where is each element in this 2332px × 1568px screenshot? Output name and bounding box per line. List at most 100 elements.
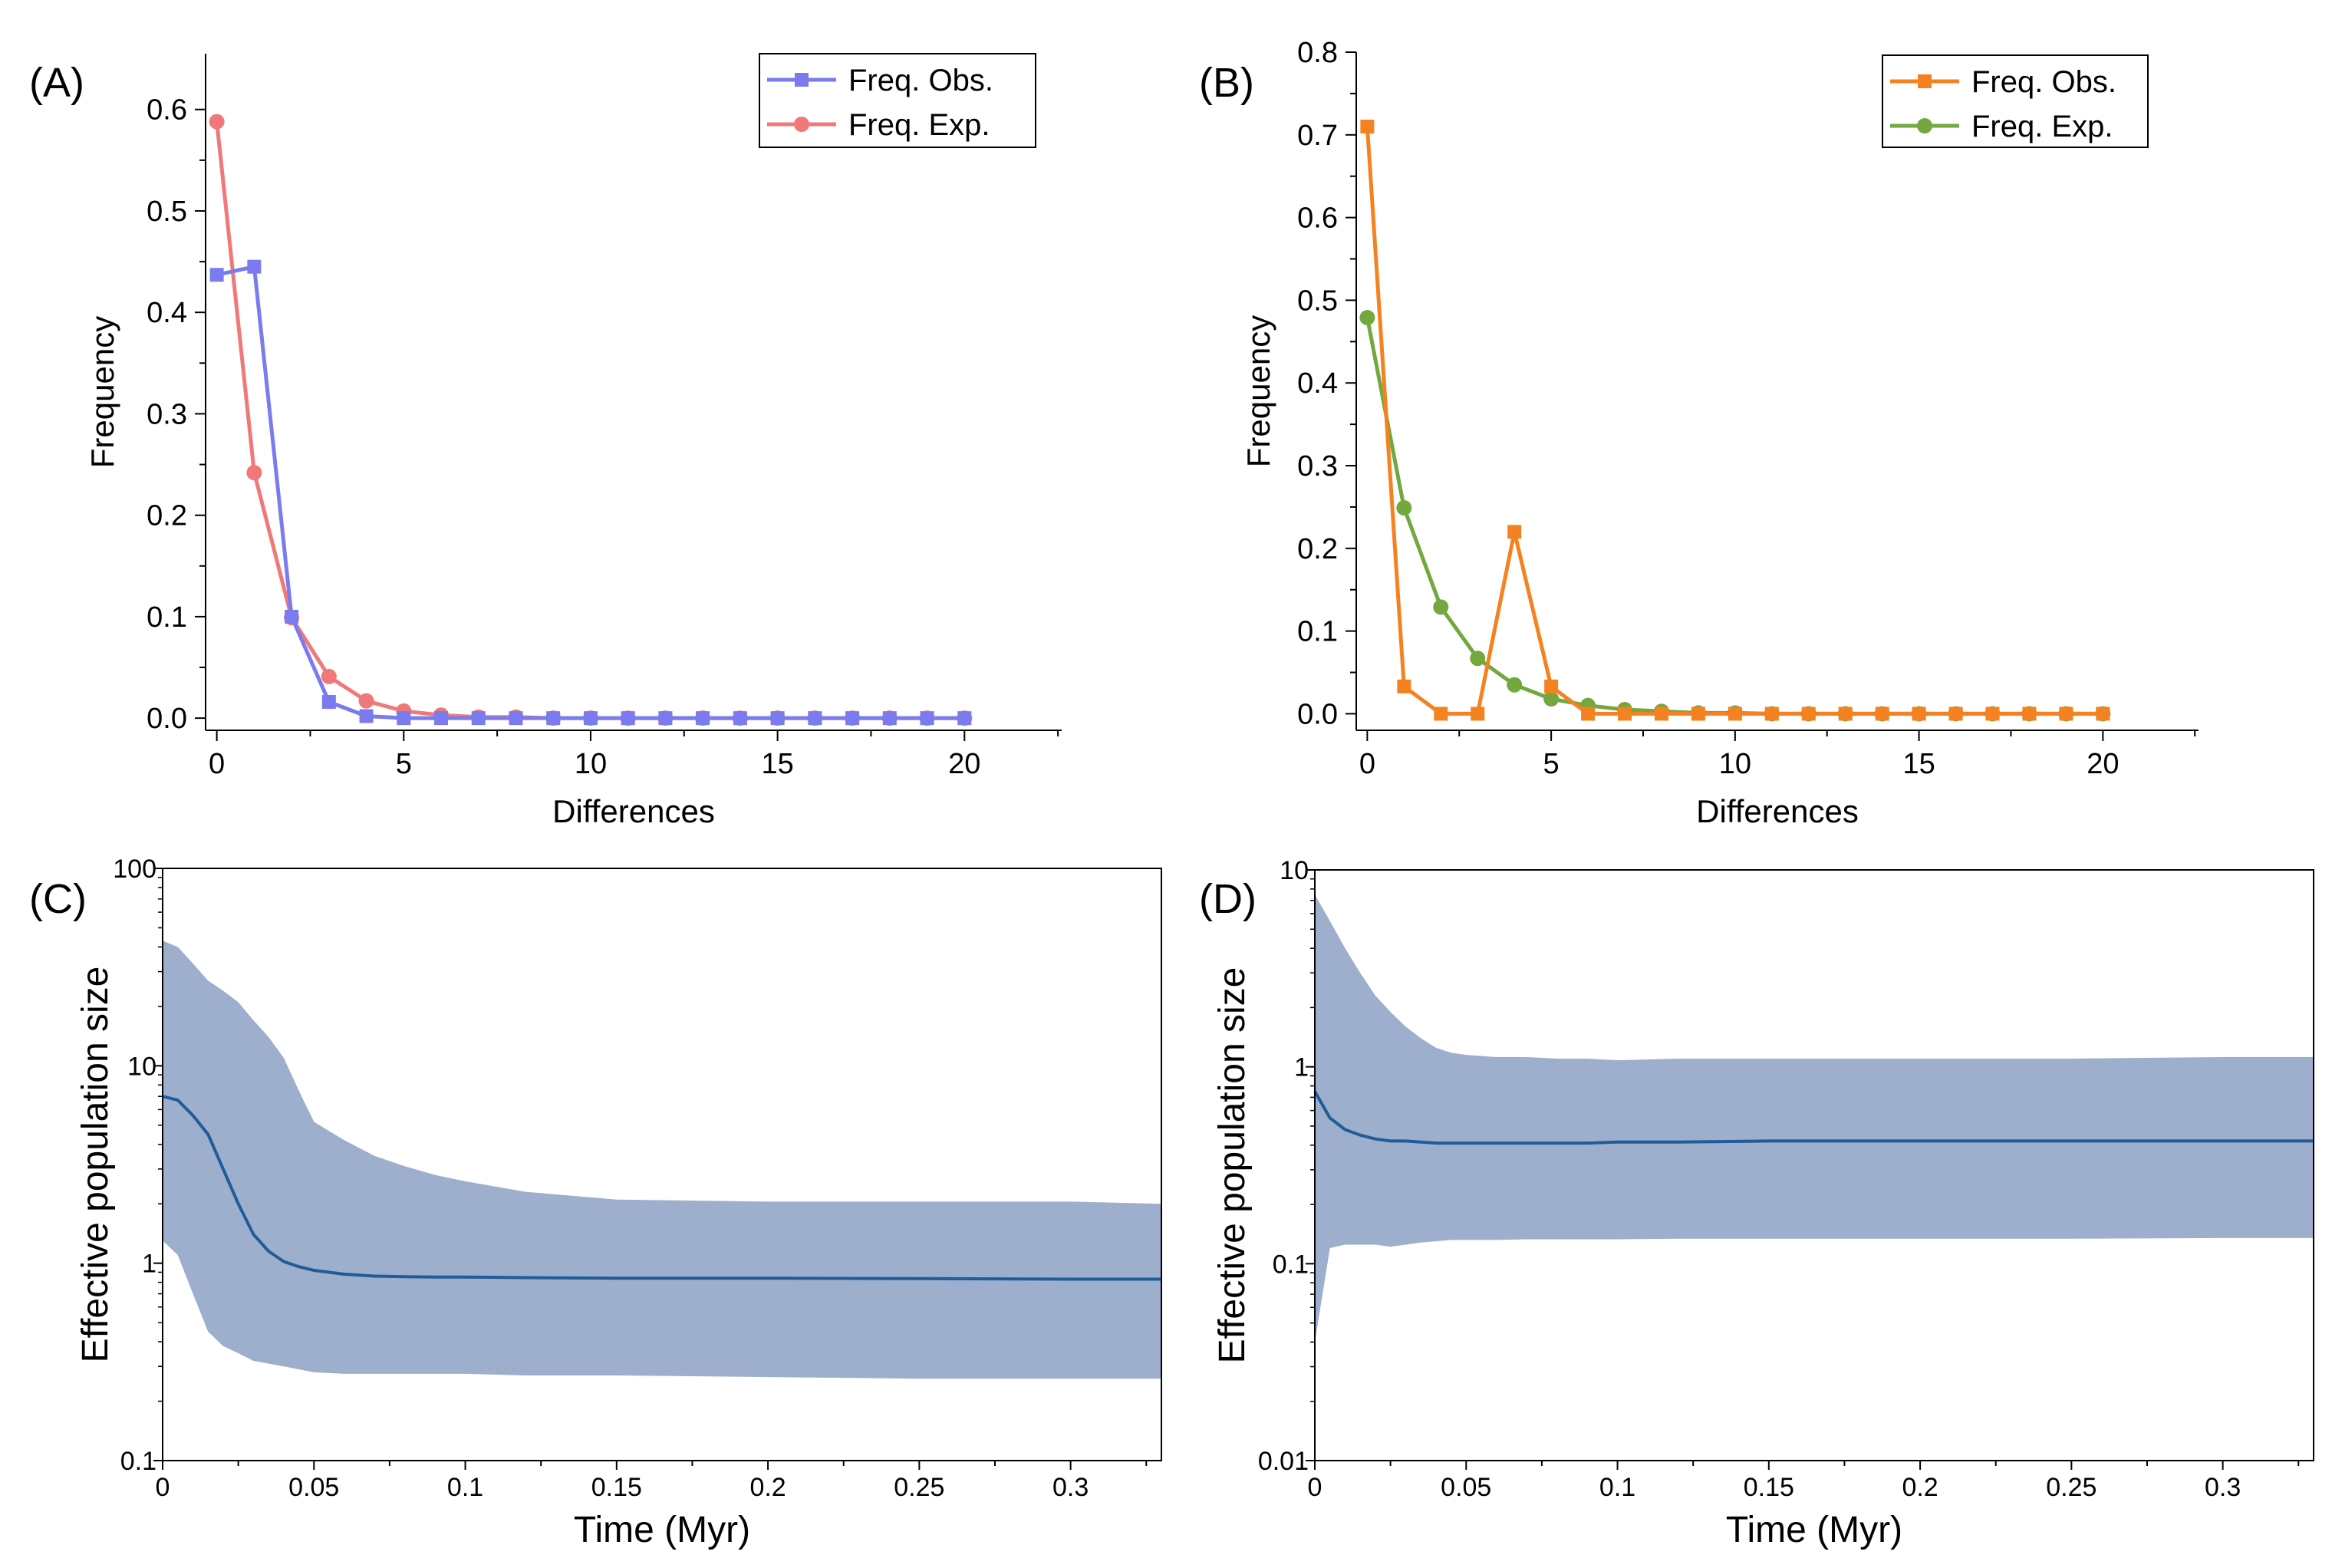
x-tick-label: 0.25	[894, 1473, 944, 1502]
data-point-obs	[1912, 707, 1926, 721]
data-point-obs	[247, 259, 262, 274]
data-point-obs	[1581, 707, 1596, 721]
data-point-obs	[957, 711, 972, 726]
y-tick-label: 0.8	[1297, 37, 1338, 69]
y-axis-title: Effective population size	[1212, 967, 1253, 1364]
data-point-obs	[1838, 707, 1853, 721]
data-point-obs	[621, 711, 635, 726]
y-tick-label: 0.4	[1297, 367, 1338, 400]
data-point-obs	[1875, 707, 1889, 721]
x-tick-label: 20	[948, 748, 980, 780]
x-axis-title: Differences	[552, 793, 715, 829]
data-point-obs	[1360, 120, 1375, 134]
data-point-obs	[1397, 679, 1411, 693]
data-point-obs	[546, 711, 561, 726]
data-point-obs	[696, 711, 710, 726]
data-point-obs	[285, 609, 299, 624]
x-tick-label: 0	[1308, 1473, 1322, 1502]
data-point-obs	[920, 711, 934, 726]
plot-frame	[1314, 869, 2314, 1461]
y-tick-label: 0.1	[1297, 616, 1338, 648]
data-point-obs	[471, 711, 486, 726]
data-point-obs	[1471, 707, 1485, 721]
data-point-exp	[1507, 677, 1523, 693]
legend-label: Freq. Obs.	[1971, 65, 2116, 99]
x-tick-label: 10	[1719, 748, 1751, 780]
y-tick-label: 0.0	[147, 703, 187, 735]
x-tick-label: 10	[575, 748, 607, 780]
plot-frame	[162, 868, 1162, 1461]
legend-marker	[1918, 74, 1932, 88]
series-line-exp	[215, 121, 965, 720]
data-point-obs	[1544, 679, 1559, 693]
legend-marker	[794, 117, 809, 132]
data-point-exp	[1396, 500, 1412, 516]
y-tick-label: 10	[127, 1052, 156, 1081]
panel-a: (A) 0 5 10 15 20 0.0 0.1 0.2 0.3 0.4 0.5 0.6 Freq. Ob…	[29, 53, 1062, 829]
y-tick-label: 0.7	[1297, 120, 1338, 152]
y-tick-label: 0.01	[1258, 1447, 1309, 1476]
x-tick-label: 15	[1902, 748, 1935, 780]
y-tick-label: 0.2	[1297, 533, 1338, 565]
y-tick-label: 0.5	[147, 196, 187, 228]
y-tick-label: 0.1	[1273, 1250, 1309, 1279]
data-point-obs	[770, 711, 785, 726]
y-tick-label: 0.1	[120, 1447, 156, 1476]
x-axis-title: Time (Myr)	[1726, 1510, 1902, 1550]
x-tick-label: 5	[396, 748, 412, 780]
data-point-obs	[1434, 707, 1448, 721]
series-line-obs	[216, 265, 965, 720]
x-tick-label: 15	[761, 748, 793, 780]
data-point-obs	[1728, 707, 1742, 721]
data-point-obs	[1507, 525, 1522, 539]
legend-box	[759, 53, 1036, 148]
hpd-interval-band	[163, 940, 1161, 1379]
data-point-obs	[1654, 707, 1668, 721]
data-point-obs	[2022, 707, 2037, 721]
data-point-obs	[1691, 707, 1705, 721]
legend: Freq. Obs. Freq. Exp.	[759, 53, 1036, 148]
x-tick-label: 20	[2087, 748, 2119, 780]
panel-label: (D)	[1199, 876, 1257, 922]
panel-c: (C) 0 0.05 0.1 0.15 0.2 0.25 0.3 0.1 1 10 100 Time (…	[29, 855, 1162, 1550]
panel-label: (A)	[29, 60, 84, 106]
data-point-obs	[882, 711, 897, 726]
y-axis-title: Frequency	[1240, 315, 1276, 467]
data-point-obs	[733, 711, 747, 726]
data-point-exp	[1543, 691, 1560, 707]
x-tick-label: 0.25	[2046, 1473, 2096, 1502]
y-tick-label: 100	[113, 855, 156, 884]
y-tick-label: 1	[142, 1250, 156, 1279]
data-point-exp	[1433, 599, 1449, 615]
data-point-exp	[246, 465, 262, 481]
data-point-obs	[434, 711, 449, 726]
y-tick-label: 0.4	[147, 297, 187, 329]
data-point-obs	[845, 711, 860, 726]
data-point-obs	[509, 711, 523, 726]
data-point-exp	[209, 114, 225, 130]
data-point-exp	[321, 668, 337, 684]
data-point-exp	[358, 693, 374, 709]
y-tick-label: 0.0	[1297, 698, 1338, 730]
x-tick-label: 0.05	[1441, 1473, 1491, 1502]
y-tick-label: 0.3	[147, 398, 187, 430]
data-point-obs	[1948, 707, 1963, 721]
x-tick-label: 0.1	[1599, 1473, 1635, 1502]
median-line	[1313, 1090, 2314, 1145]
y-axis-title: Frequency	[84, 316, 120, 468]
x-tick-label: 0	[156, 1473, 170, 1502]
x-tick-label: 0.2	[749, 1473, 786, 1502]
median-line	[162, 1095, 1161, 1281]
y-axis-title: Effective population size	[75, 967, 116, 1363]
legend-marker	[795, 73, 809, 87]
data-point-obs	[808, 711, 822, 726]
data-point-obs	[583, 711, 598, 726]
x-tick-label: 5	[1543, 748, 1560, 780]
data-point-exp	[1359, 310, 1375, 326]
y-tick-label: 10	[1280, 856, 1309, 885]
x-tick-label: 0.05	[288, 1473, 339, 1502]
y-tick-label: 1	[1294, 1053, 1309, 1082]
panel-b: (B) 0 5 10 15 20 0.0 0.1 0.2 0.3 0.4 0.5 0.6 0.7 0.8 Fr…	[1199, 37, 2199, 829]
data-point-obs	[2096, 707, 2110, 721]
